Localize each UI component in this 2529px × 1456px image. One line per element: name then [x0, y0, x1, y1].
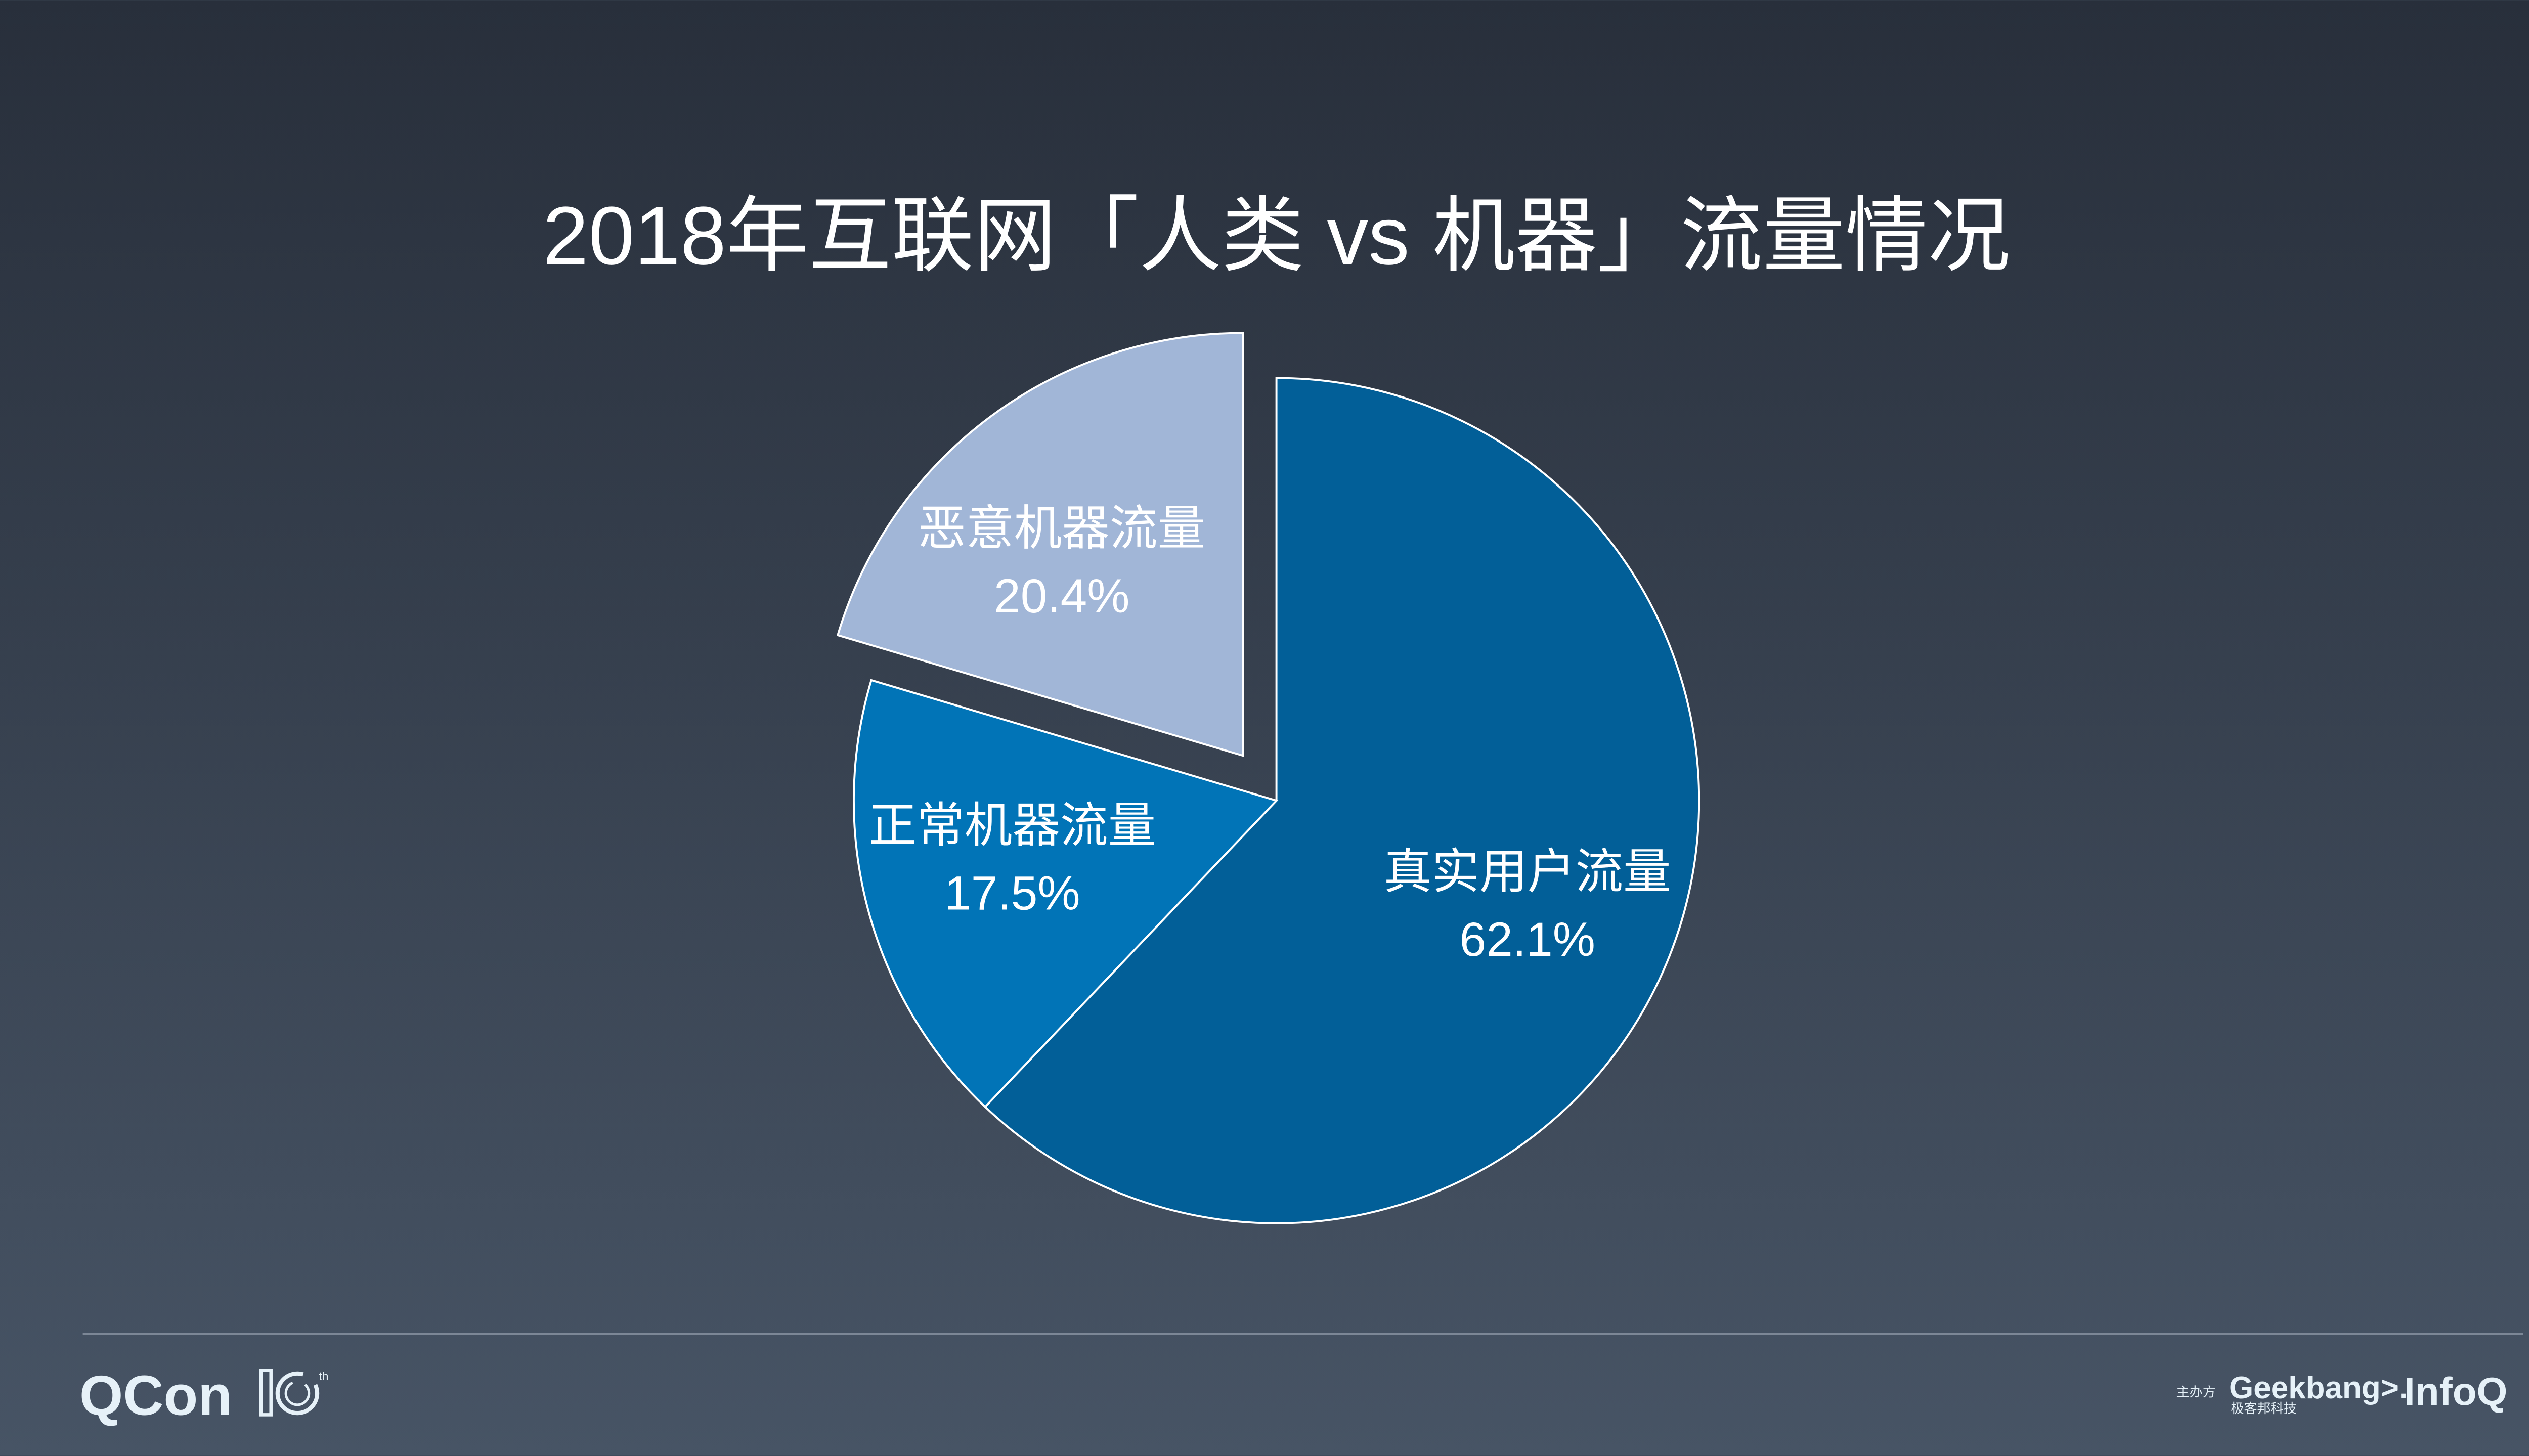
chart-title: 2018年互联网「人类 vs 机器」流量情况 — [543, 189, 2011, 282]
slice-label: 恶意机器流量 — [918, 502, 1205, 555]
infoq-logo: InfoQ — [2404, 1369, 2507, 1414]
logo-one-mark — [259, 1368, 273, 1417]
sponsor-logos: 主办方 Geekbang>. 极客邦科技 InfoQ — [2176, 1369, 2508, 1416]
logo-inner-ring-icon — [284, 1380, 311, 1406]
pie-chart: 真实用户流量 62.1% 正常机器流量 17.5% 恶意机器流量 20.4% — [836, 332, 1700, 1224]
geekbang-cn: 极客邦科技 — [2231, 1401, 2297, 1416]
slice-label: 正常机器流量 — [868, 799, 1156, 853]
pie-slice — [983, 377, 1700, 1224]
slice-value-label: 62.1% — [1460, 913, 1595, 966]
pie-slice — [836, 332, 1244, 757]
organizer-label: 主办方 — [2176, 1384, 2216, 1399]
qcon-logo: QCon th — [79, 1364, 328, 1427]
logo-th: th — [319, 1370, 328, 1383]
slice-label: 真实用户流量 — [1384, 845, 1671, 899]
slice-value-label: 20.4% — [994, 569, 1129, 623]
qcon-logo-text: QCon — [79, 1364, 232, 1427]
geekbang-logo: Geekbang>. — [2229, 1371, 2408, 1405]
pie-slice — [853, 679, 1279, 1109]
slice-value-label: 17.5% — [944, 867, 1080, 920]
logo-ring-icon — [275, 1371, 320, 1416]
